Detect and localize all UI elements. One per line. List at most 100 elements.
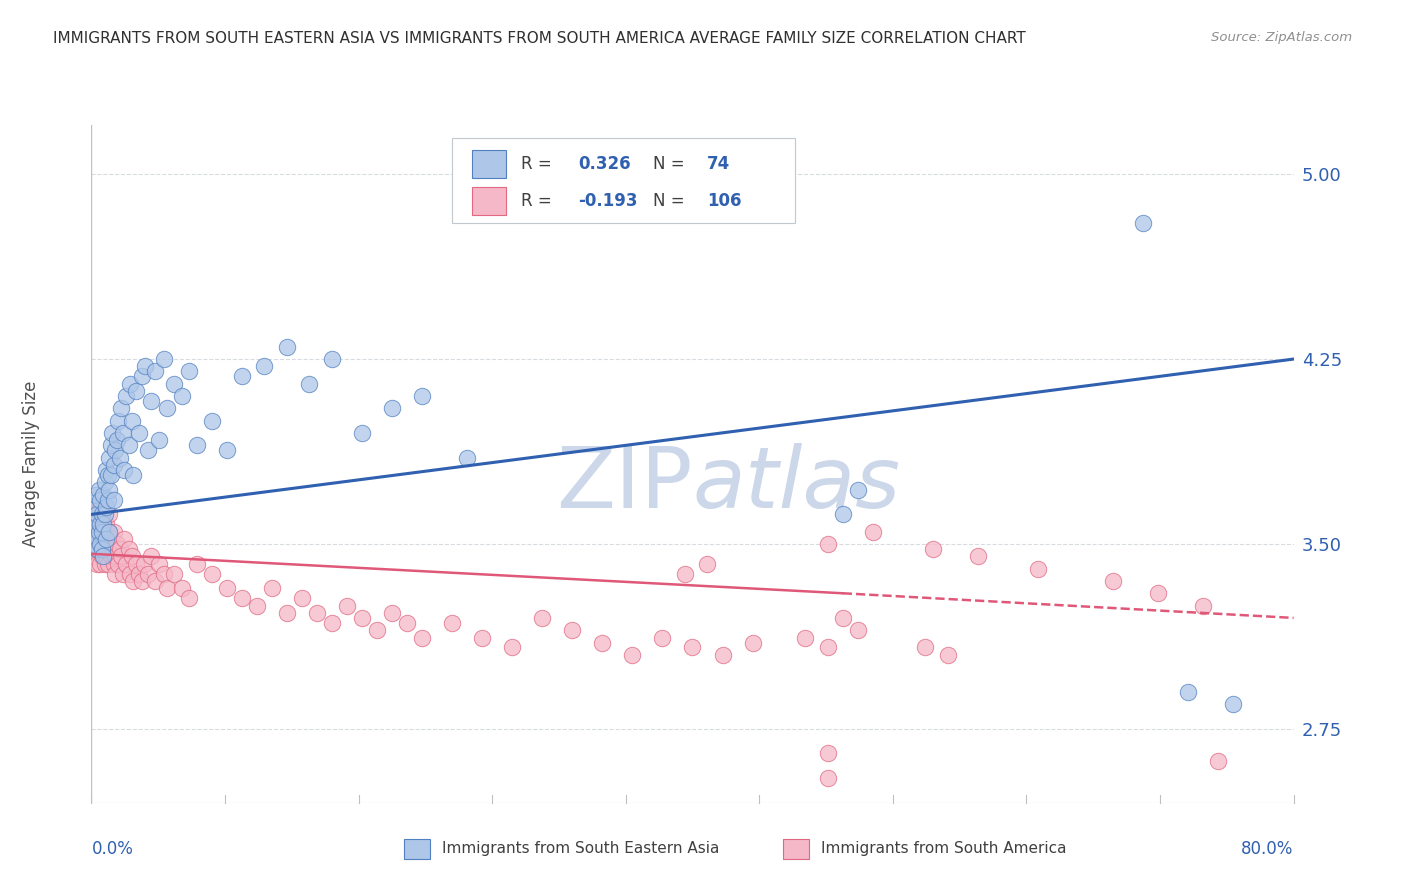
Point <box>456 450 478 465</box>
Point <box>120 566 142 581</box>
Point <box>101 425 124 440</box>
Point <box>177 364 200 378</box>
Point <box>163 566 186 581</box>
FancyBboxPatch shape <box>472 186 506 215</box>
Point <box>215 443 238 458</box>
Point <box>94 475 117 490</box>
Point <box>110 401 132 416</box>
Point <box>105 537 128 551</box>
Point <box>1147 586 1170 600</box>
Point <box>621 648 644 662</box>
Point <box>967 549 990 564</box>
Text: -0.193: -0.193 <box>578 192 638 210</box>
Point <box>84 532 107 546</box>
Point <box>128 566 150 581</box>
Point <box>97 541 120 556</box>
Point <box>114 463 136 477</box>
Point <box>673 566 696 581</box>
Point <box>114 532 136 546</box>
Point <box>591 635 613 649</box>
Point <box>84 524 107 539</box>
Point <box>122 467 145 482</box>
FancyBboxPatch shape <box>451 138 794 223</box>
Text: atlas: atlas <box>692 442 900 525</box>
Point <box>93 532 115 546</box>
Point <box>831 611 853 625</box>
Point <box>914 640 936 655</box>
Point <box>138 443 160 458</box>
Text: Average Family Size: Average Family Size <box>22 381 41 547</box>
Point <box>83 549 105 564</box>
Point <box>115 557 138 571</box>
Point <box>201 414 224 428</box>
Point <box>107 414 129 428</box>
Point <box>936 648 959 662</box>
Point <box>83 500 105 514</box>
Point <box>82 537 104 551</box>
Point <box>411 631 433 645</box>
Point <box>118 541 141 556</box>
Point <box>231 369 253 384</box>
Point <box>305 606 328 620</box>
Point <box>122 574 145 588</box>
Point <box>93 488 115 502</box>
Text: 0.0%: 0.0% <box>91 840 134 858</box>
Point <box>1177 685 1199 699</box>
Point <box>89 492 111 507</box>
Point <box>103 524 125 539</box>
Point <box>134 359 156 374</box>
Point <box>115 389 138 403</box>
Point <box>111 566 134 581</box>
Point <box>100 438 122 452</box>
Point <box>89 524 111 539</box>
FancyBboxPatch shape <box>472 150 506 178</box>
Point <box>1102 574 1125 588</box>
Point <box>89 500 111 514</box>
Point <box>561 624 583 638</box>
Point <box>110 549 132 564</box>
Point <box>1192 599 1215 613</box>
Point <box>440 615 463 630</box>
Point <box>141 549 163 564</box>
Point <box>131 369 153 384</box>
Point <box>104 566 127 581</box>
Point <box>298 376 321 391</box>
Point <box>96 517 118 532</box>
Point <box>531 611 554 625</box>
Point <box>711 648 734 662</box>
Point <box>97 467 120 482</box>
Point <box>83 537 105 551</box>
Point <box>120 376 142 391</box>
Point <box>87 541 110 556</box>
Point <box>260 582 283 596</box>
Point <box>96 500 118 514</box>
Point <box>101 541 124 556</box>
Point <box>104 443 127 458</box>
Point <box>86 532 108 546</box>
Point <box>186 438 208 452</box>
Point <box>411 389 433 403</box>
Text: 74: 74 <box>707 155 730 173</box>
Point <box>84 500 107 514</box>
Point <box>108 541 131 556</box>
Point <box>246 599 269 613</box>
Point <box>131 574 153 588</box>
Point <box>94 508 117 522</box>
Text: ZIP: ZIP <box>555 442 692 525</box>
Point <box>121 414 143 428</box>
Point <box>321 615 343 630</box>
Point <box>817 640 839 655</box>
Point <box>276 340 298 354</box>
Point <box>87 512 110 526</box>
Point <box>90 524 112 539</box>
Point <box>94 541 117 556</box>
Point <box>125 384 148 398</box>
Point <box>103 458 125 472</box>
Point <box>1222 697 1244 711</box>
Point <box>93 517 115 532</box>
Point <box>82 517 104 532</box>
Point <box>148 434 170 448</box>
Point <box>100 467 122 482</box>
Point <box>152 352 174 367</box>
Text: 0.326: 0.326 <box>578 155 631 173</box>
